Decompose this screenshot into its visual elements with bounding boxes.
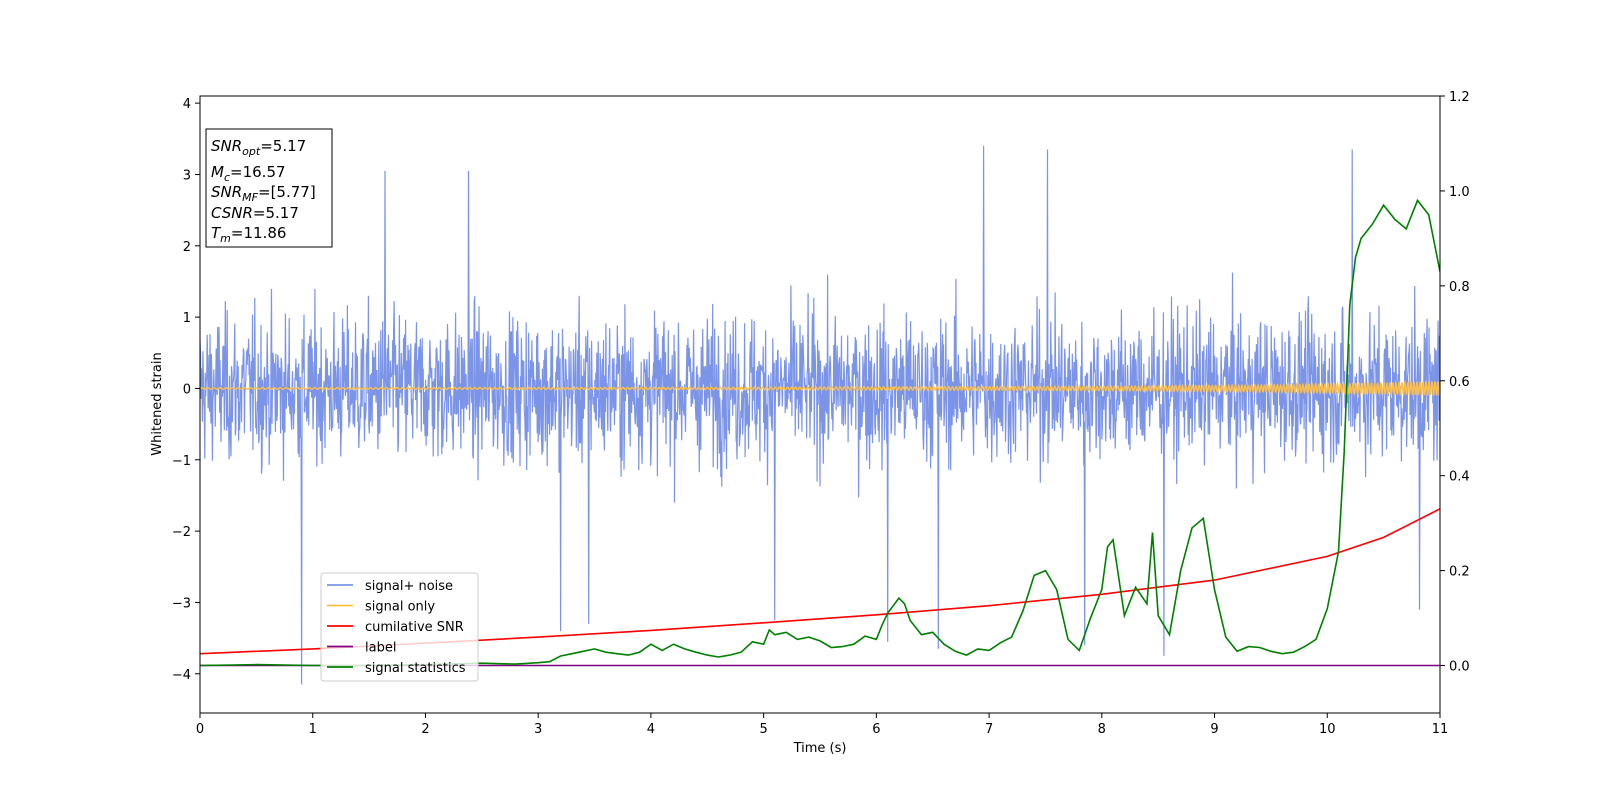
y-tick-label: −3 (172, 596, 191, 611)
y2-tick-label: 1.2 (1449, 90, 1470, 105)
info-mc-sub: c (224, 171, 230, 184)
x-tick-label: 0 (196, 722, 204, 737)
legend-label: label (365, 641, 396, 656)
x-tick-label: 9 (1210, 722, 1218, 737)
y2-tick-label: 0.2 (1449, 565, 1470, 580)
info-snr-opt-main: SNR (211, 137, 242, 155)
series-line-signal-noise (200, 145, 1440, 685)
x-tick-label: 4 (647, 722, 655, 737)
legend-label: signal+ noise (365, 579, 453, 594)
y2-tick-label: 0.0 (1449, 660, 1470, 675)
info-line-csnr: CSNR=5.17 (211, 204, 299, 222)
info-csnr-main: CSNR (211, 204, 253, 222)
x-tick-label: 7 (985, 722, 993, 737)
y2-tick-label: 0.8 (1449, 280, 1470, 295)
info-box: SNRopt=5.17 Mc=16.57 SNRMF=[5.77] CSNR=5… (205, 128, 333, 248)
y-tick-label: −2 (172, 525, 191, 540)
y-tick-label: 1 (183, 311, 191, 326)
x-tick-label: 1 (309, 722, 317, 737)
info-line-snr-mf: SNRMF=[5.77] (211, 183, 316, 204)
info-mc-value: =16.57 (230, 163, 286, 181)
info-snr-opt-value: =5.17 (260, 137, 306, 155)
legend: signal+ noise signal only cumilative SNR la… (320, 572, 479, 682)
legend-label: signal statistics (365, 661, 466, 676)
y-tick-label: 0 (183, 382, 191, 397)
x-axis-label: Time (s) (793, 741, 847, 756)
y2-tick-label: 1.0 (1449, 185, 1470, 200)
x-tick-label: 3 (534, 722, 542, 737)
info-line-mc: Mc=16.57 (211, 163, 286, 184)
info-tm-sub: m (220, 232, 231, 245)
x-tick-label: 5 (759, 722, 767, 737)
info-mc-main: M (211, 163, 224, 181)
legend-items: signal+ noise signal only cumilative SNR la… (327, 579, 466, 676)
info-snr-mf-value: =[5.77] (258, 183, 316, 201)
y2-tick-label: 0.6 (1449, 375, 1470, 390)
info-snr-mf-sub: MF (242, 191, 258, 204)
y2-tick-label: 0.4 (1449, 470, 1470, 485)
legend-label: signal only (365, 600, 435, 615)
info-snr-opt-sub: opt (242, 145, 261, 158)
x-tick-label: 10 (1319, 722, 1336, 737)
ticks-layer: 0 1 2 3 4 5 6 7 8 9 10 11 −4 −3 −2 −1 0 1 2 3 4 0.0 0.2 0.4 0.6 0… (172, 90, 1470, 737)
plot-frame (199, 95, 1441, 714)
info-line-tm: Tm=11.86 (211, 224, 286, 245)
y-axis-label: Whitened strain (150, 352, 165, 455)
legend-label: cumilative SNR (365, 620, 464, 635)
y-tick-label: −4 (172, 668, 191, 683)
info-line-snr-opt: SNRopt=5.17 (211, 137, 306, 158)
legend-frame (320, 572, 479, 682)
x-tick-label: 6 (872, 722, 880, 737)
info-csnr-value: =5.17 (253, 204, 299, 222)
y-tick-label: −1 (172, 454, 191, 469)
x-tick-label: 11 (1432, 722, 1449, 737)
series-line-signal-statistics (200, 198, 1440, 667)
y-tick-label: 2 (183, 240, 191, 255)
y-tick-label: 4 (183, 97, 191, 112)
series-line-signal-only (200, 379, 1440, 398)
info-box-frame (205, 128, 333, 248)
y-tick-label: 3 (183, 168, 191, 183)
x-tick-label: 8 (1098, 722, 1106, 737)
info-tm-value: =11.86 (231, 224, 287, 242)
info-tm-main: T (211, 224, 222, 242)
x-tick-label: 2 (421, 722, 429, 737)
info-snr-mf-main: SNR (211, 183, 242, 201)
